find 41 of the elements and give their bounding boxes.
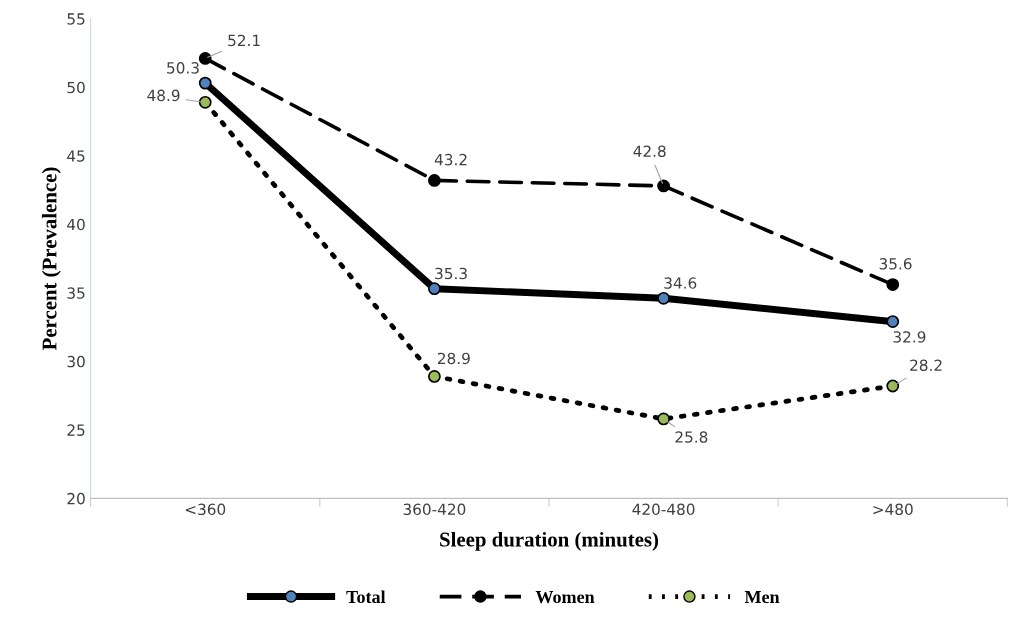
point: [657, 412, 670, 426]
data-label: 35.6: [879, 258, 912, 270]
data-label: 48.9: [147, 89, 180, 102]
point: [886, 315, 900, 328]
legend-label: Women: [535, 591, 595, 604]
y-tick-label: 25: [67, 424, 85, 436]
x-tick-label: 420-480: [632, 503, 695, 516]
data-label: 34.6: [664, 277, 697, 289]
x-tick-label: 360-420: [403, 503, 466, 516]
point: [428, 370, 441, 383]
point: [198, 76, 212, 90]
point: [428, 174, 441, 187]
y-tick-label: 35: [67, 287, 85, 299]
x-tick-label: >480: [873, 503, 913, 516]
y-tick-label: 20: [67, 492, 85, 505]
data-label: 42.8: [633, 145, 666, 157]
x-axis-title: Sleep duration (minutes): [440, 531, 659, 551]
x-tick-label: <360: [185, 503, 226, 516]
point: [657, 179, 670, 193]
y-axis-title: Percent (Prevalence): [41, 167, 61, 351]
data-label: 32.9: [893, 331, 926, 343]
y-tick-label: 45: [67, 150, 85, 162]
legend-label: Men: [744, 591, 780, 604]
data-label: 28.9: [437, 352, 470, 365]
point: [886, 278, 900, 291]
data-label: 43.2: [434, 153, 467, 166]
data-label: 50.3: [167, 62, 199, 74]
point: [886, 379, 900, 393]
y-tick-label: 40: [67, 218, 85, 231]
data-label: 35.3: [435, 267, 467, 280]
data-label: 28.2: [910, 359, 942, 371]
y-tick-label: 50: [67, 81, 85, 94]
point: [657, 291, 670, 305]
point: [198, 95, 212, 109]
point: [198, 52, 212, 65]
legend-label: Total: [346, 590, 386, 604]
point: [428, 282, 441, 296]
data-label: 52.1: [228, 34, 260, 47]
y-tick-label: 30: [67, 355, 85, 368]
data-label: 25.8: [675, 431, 708, 443]
y-tick-label: 55: [67, 13, 85, 25]
